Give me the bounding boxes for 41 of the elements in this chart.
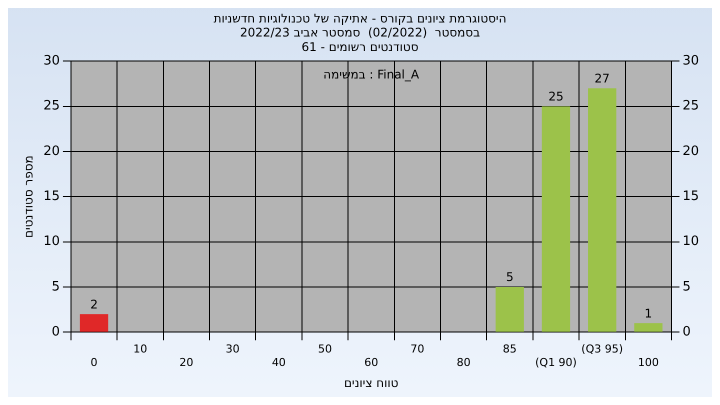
data-label: 25 [548, 89, 564, 104]
y-tick-label: 30 [43, 54, 60, 69]
y2-tick-label: 25 [682, 98, 700, 114]
data-label: 27 [594, 71, 610, 86]
y-tick-label: 5 [52, 279, 60, 294]
y-tick-label: 15 [43, 189, 60, 204]
y2-tick-label: 20 [682, 144, 700, 159]
x-tick-label: (Q1 90) [535, 356, 577, 369]
bar [542, 106, 570, 332]
x-tick-label: (Q3 95) [581, 342, 624, 356]
y-tick-label: 10 [43, 234, 60, 250]
chart-title: היסטוגרמת ציונים בקורס - אתיקה של טכנולוגיות חדשניות [214, 11, 506, 26]
chart-subtitle: בסמסטר (02/2022) סמסטר אביב 2022/23 סטודנטים רשומים - 61 [240, 26, 480, 54]
data-label: 5 [506, 270, 514, 284]
y-tick-label: 20 [43, 144, 60, 159]
bar [588, 88, 616, 332]
y2-tick-label: 5 [682, 279, 691, 294]
y2-tick-label: 30 [682, 54, 700, 69]
x-tick-label: 10 [133, 342, 148, 356]
bar [634, 323, 662, 332]
bar [496, 287, 524, 332]
y-axis-title: מספר סטודנטים [21, 155, 36, 238]
x-tick-label: 50 [318, 342, 332, 356]
bar [80, 314, 108, 332]
y2-tick-label: 0 [682, 324, 691, 340]
y2-tick-label: 15 [682, 189, 700, 204]
data-label: 1 [644, 306, 652, 320]
y-tick-label: 0 [52, 324, 60, 340]
x-tick-label: 0 [90, 356, 98, 369]
x-tick-label: 100 [638, 356, 659, 369]
data-label: 2 [90, 297, 98, 312]
x-tick-label: 20 [179, 356, 194, 369]
y-tick-label: 25 [43, 98, 60, 114]
x-tick-label: 70 [410, 342, 424, 356]
x-axis-title: טווח ציונים [344, 376, 399, 390]
y2-tick-label: 10 [682, 234, 700, 250]
x-tick-label: 80 [456, 356, 471, 369]
x-tick-label: 40 [272, 356, 286, 369]
x-tick-label: 85 [502, 342, 517, 356]
x-tick-label: 30 [226, 342, 240, 356]
x-tick-label: 60 [364, 356, 378, 369]
